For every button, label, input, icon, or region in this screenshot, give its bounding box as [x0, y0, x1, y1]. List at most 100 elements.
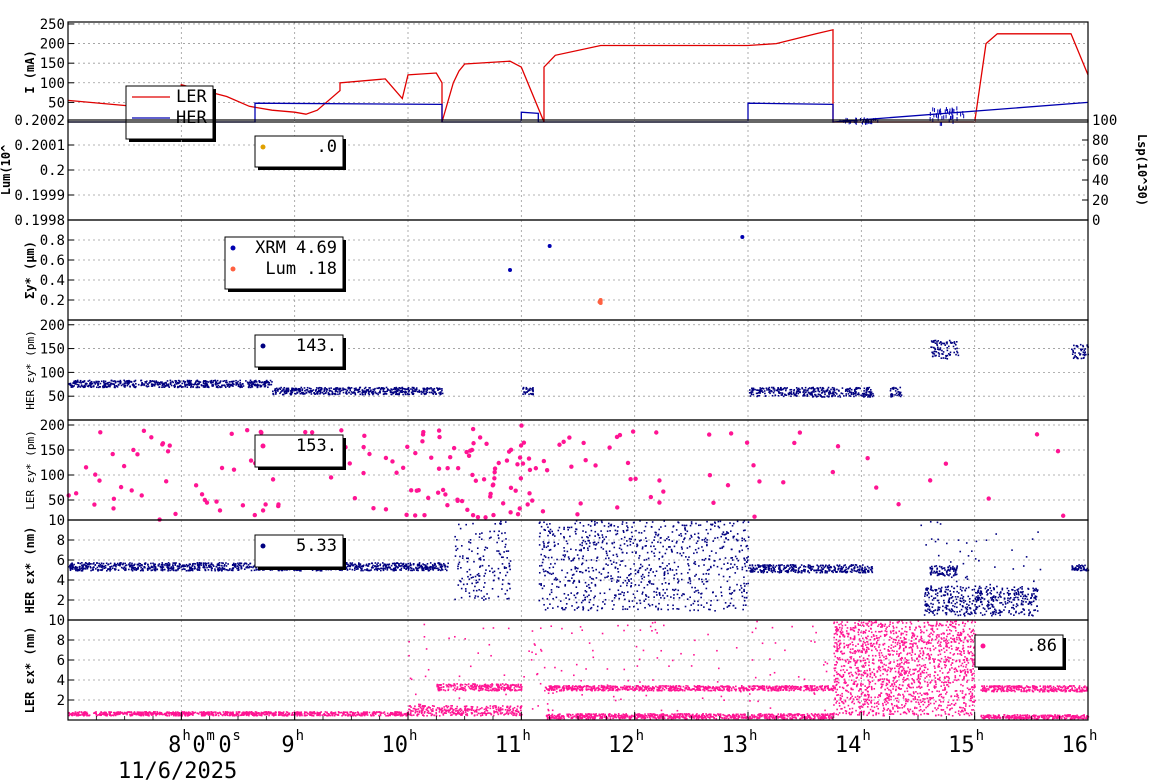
data-point: [191, 568, 194, 570]
data-point: [499, 553, 502, 556]
data-point: [673, 545, 676, 548]
data-point: [645, 594, 647, 596]
data-point: [1079, 566, 1081, 568]
data-point: [497, 567, 500, 570]
data-point: [871, 395, 874, 398]
data-point: [69, 569, 72, 572]
data-point: [286, 390, 288, 392]
data-point: [227, 384, 230, 386]
data-point: [834, 391, 837, 394]
data-point: [709, 565, 712, 568]
data-point: [315, 569, 318, 572]
data-point: [812, 387, 815, 390]
data-point: [167, 569, 169, 572]
data-point: [634, 596, 636, 599]
data-point: [828, 564, 831, 567]
data-point: [132, 568, 135, 570]
data-point: [693, 600, 696, 603]
data-point: [617, 432, 623, 438]
data-point: [479, 557, 482, 559]
data-point: [706, 520, 708, 523]
data-point: [762, 566, 765, 569]
her-current-sample: [870, 119, 872, 123]
data-point: [624, 608, 627, 610]
data-point: [959, 610, 961, 613]
data-point: [660, 608, 663, 611]
data-point: [718, 526, 721, 529]
data-point: [628, 573, 631, 576]
data-point: [229, 431, 234, 437]
data-point: [86, 385, 89, 387]
data-point: [572, 559, 574, 562]
data-point: [747, 555, 749, 558]
data-point: [174, 383, 176, 386]
data-point: [172, 565, 174, 567]
data-point: [946, 569, 949, 572]
data-point: [788, 568, 790, 571]
data-point: [210, 562, 213, 565]
data-point: [124, 569, 126, 572]
data-point: [478, 588, 480, 591]
data-point: [158, 563, 161, 565]
data-point: [743, 585, 746, 587]
data-point: [593, 596, 595, 599]
data-point: [349, 568, 351, 570]
data-point: [386, 569, 389, 571]
data-point: [233, 563, 235, 566]
data-point: [107, 563, 110, 565]
data-point: [83, 563, 86, 566]
data-point: [308, 387, 311, 390]
data-point: [425, 388, 428, 390]
data-point: [584, 596, 587, 599]
data-point: [1075, 568, 1078, 571]
data-point: [383, 387, 386, 390]
data-point: [607, 564, 609, 566]
data-point: [830, 388, 832, 391]
data-point: [460, 567, 462, 569]
data-point: [578, 501, 583, 506]
data-point: [250, 566, 253, 568]
data-point: [856, 387, 858, 390]
data-point: [540, 509, 546, 514]
data-point: [1074, 566, 1077, 569]
data-point: [93, 562, 95, 564]
data-point: [945, 613, 948, 616]
data-point: [554, 577, 557, 579]
data-point: [368, 563, 371, 565]
data-point: [166, 384, 169, 387]
data-point: [349, 565, 352, 568]
data-point: [109, 569, 111, 572]
data-point: [845, 566, 847, 569]
data-point: [953, 568, 955, 571]
data-point: [704, 557, 707, 560]
legend-label: HER: [176, 108, 207, 128]
data-point: [232, 569, 234, 572]
data-point: [195, 381, 197, 383]
data-point: [190, 569, 192, 571]
data-point: [387, 564, 390, 566]
data-point: [1022, 595, 1025, 598]
data-point: [597, 541, 600, 544]
data-point: [978, 592, 981, 595]
data-point: [932, 341, 935, 343]
data-point: [287, 389, 290, 391]
data-point: [392, 392, 394, 395]
data-point: [600, 520, 603, 522]
data-point: [354, 392, 356, 395]
data-point: [308, 391, 311, 394]
data-point: [235, 384, 237, 386]
data-point: [857, 387, 859, 390]
data-point: [114, 381, 117, 384]
data-point: [616, 555, 619, 558]
data-point: [166, 564, 169, 566]
data-point: [437, 434, 442, 440]
data-point: [407, 387, 410, 389]
data-point: [705, 580, 708, 583]
data-point: [934, 609, 937, 611]
y-axis-label: Σy* (μm): [23, 241, 37, 299]
data-point: [508, 485, 514, 491]
her-current-sample: [937, 113, 939, 118]
data-point: [277, 388, 280, 391]
data-point: [532, 386, 534, 389]
data-point: [927, 587, 930, 590]
